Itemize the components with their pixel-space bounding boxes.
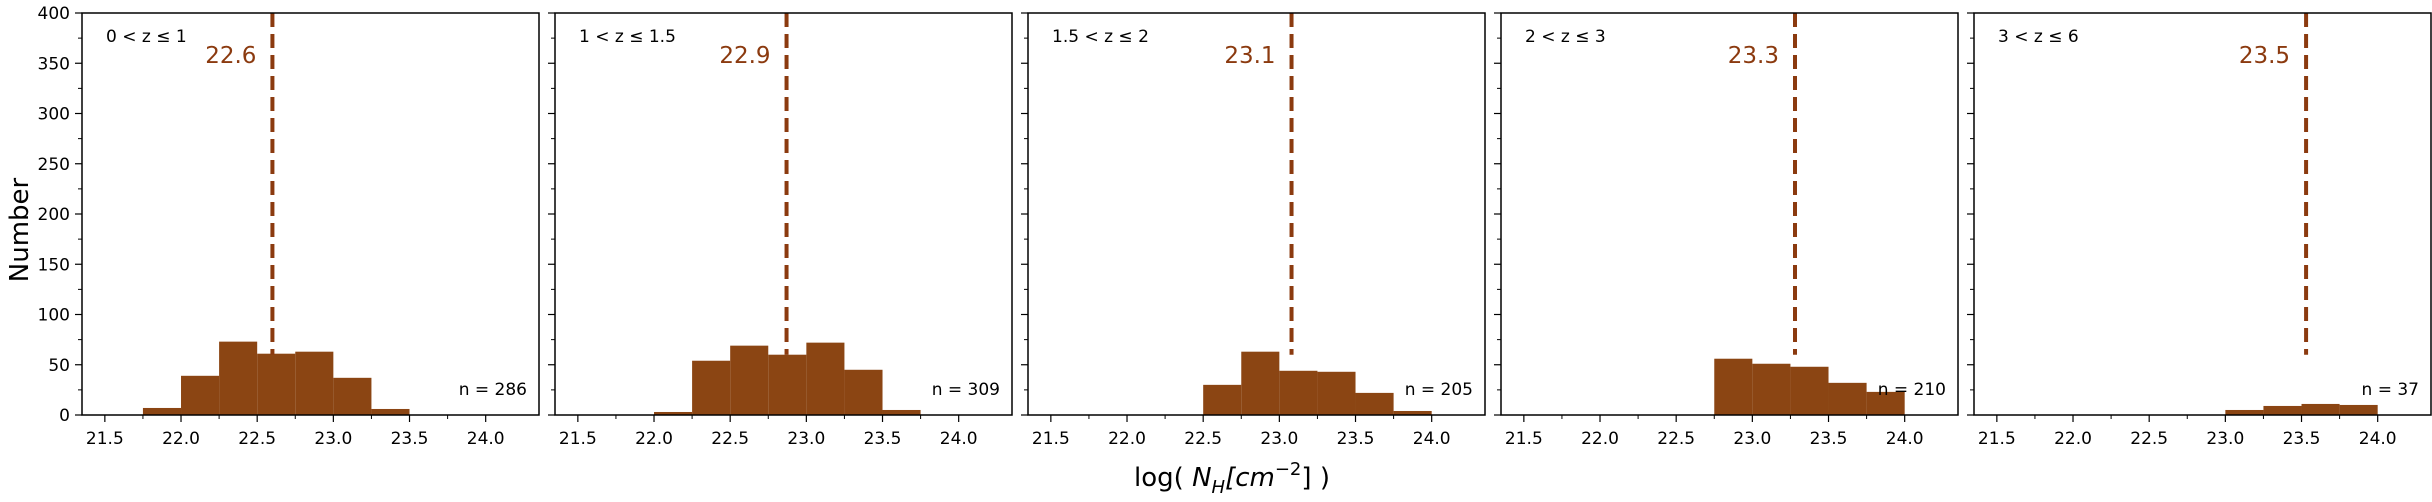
sample-size-label: n = 210 xyxy=(1878,380,1946,400)
x-tick-label: 24.0 xyxy=(2359,429,2397,449)
x-tick-label: 22.0 xyxy=(162,429,200,449)
histogram-bar xyxy=(1241,351,1280,415)
histogram-bar xyxy=(1279,370,1318,415)
x-tick-label: 24.0 xyxy=(940,429,978,449)
histogram-bar xyxy=(295,351,334,415)
histogram-bar xyxy=(654,411,693,415)
histogram-bar xyxy=(2263,405,2302,415)
redshift-range-label: 0 < z ≤ 1 xyxy=(106,27,187,47)
histogram-bar xyxy=(768,354,807,415)
histogram-bar xyxy=(1828,382,1867,415)
histogram-bar xyxy=(2225,409,2264,415)
y-tick-label: 300 xyxy=(38,105,70,125)
x-tick-label: 23.0 xyxy=(787,429,825,449)
histogram-panel-1: 21.5 22.0 22.5 23.0 23.5 24.0 0 50 100 150 200 250 3… xyxy=(38,4,540,449)
redshift-range-label: 3 < z ≤ 6 xyxy=(1998,27,2079,47)
histogram-bar xyxy=(844,369,883,415)
median-value-label: 23.1 xyxy=(1224,43,1275,69)
x-tick-label: 21.5 xyxy=(1505,429,1543,449)
x-tick-label: 22.5 xyxy=(1657,429,1695,449)
panel-frame xyxy=(1500,12,1959,416)
x-tick-label: 21.5 xyxy=(86,429,124,449)
x-tick-label: 23.5 xyxy=(1337,429,1375,449)
x-tick-label: 23.0 xyxy=(2206,429,2244,449)
sample-size-label: n = 309 xyxy=(932,380,1000,400)
histogram-bar xyxy=(2301,403,2340,415)
x-tick-label: 22.0 xyxy=(1108,429,1146,449)
histogram-bar xyxy=(219,341,258,415)
histogram-bar xyxy=(142,407,182,415)
x-tick-label: 22.5 xyxy=(1184,429,1222,449)
histogram-panel-5: 21.5 22.0 22.5 23.0 23.5 24.0 3 < z ≤ 6 23.5 n =… xyxy=(1967,12,2432,449)
x-tick-label: 22.5 xyxy=(2130,429,2168,449)
histogram-bar xyxy=(333,377,372,415)
y-tick-label: 50 xyxy=(48,356,70,376)
x-tick-label: 21.5 xyxy=(559,429,597,449)
histogram-bar xyxy=(1393,410,1432,415)
histogram-bar xyxy=(882,409,921,415)
histogram-bar xyxy=(1714,358,1753,415)
x-tick-label: 22.0 xyxy=(2054,429,2092,449)
x-tick-label: 24.0 xyxy=(1886,429,1924,449)
y-tick-label: 200 xyxy=(38,205,70,225)
histogram-bar xyxy=(1752,363,1791,415)
x-tick-label: 22.5 xyxy=(238,429,276,449)
x-tick-label: 23.5 xyxy=(391,429,429,449)
histogram-bar xyxy=(181,375,220,415)
sample-size-label: n = 286 xyxy=(459,380,527,400)
x-tick-label: 23.0 xyxy=(1733,429,1771,449)
y-tick-label: 100 xyxy=(38,306,70,326)
x-tick-label: 21.5 xyxy=(1032,429,1070,449)
histogram-panel-3: 21.5 22.0 22.5 23.0 23.5 24.0 1.5 < z ≤ 2 23.1 n… xyxy=(1021,12,1486,449)
sample-size-label: n = 205 xyxy=(1405,380,1473,400)
sample-size-label: n = 37 xyxy=(2362,380,2419,400)
y-tick-label: 400 xyxy=(38,4,70,24)
histogram-bar xyxy=(371,408,410,415)
x-tick-label: 24.0 xyxy=(467,429,505,449)
histogram-bar xyxy=(1317,371,1356,415)
histogram-bar xyxy=(806,342,845,415)
histogram-bar xyxy=(2339,404,2378,415)
y-tick-label: 250 xyxy=(38,155,70,175)
x-tick-label: 23.5 xyxy=(864,429,902,449)
x-tick-label: 23.0 xyxy=(314,429,352,449)
x-tick-label: 22.0 xyxy=(635,429,673,449)
median-value-label: 22.6 xyxy=(205,43,256,69)
histogram-bar xyxy=(1203,384,1242,415)
median-value-label: 23.3 xyxy=(1728,43,1779,69)
x-axis-label: log( NH[cm−2] ) xyxy=(1134,459,1330,498)
x-tick-label: 22.0 xyxy=(1581,429,1619,449)
y-tick-label: 350 xyxy=(38,54,70,74)
x-tick-label: 23.5 xyxy=(2283,429,2321,449)
redshift-range-label: 2 < z ≤ 3 xyxy=(1525,27,1606,47)
median-value-label: 23.5 xyxy=(2239,43,2290,69)
y-tick-label: 150 xyxy=(38,255,70,275)
x-tick-label: 24.0 xyxy=(1413,429,1451,449)
y-axis-label: Number xyxy=(5,177,35,282)
x-tick-label: 23.0 xyxy=(1260,429,1298,449)
histogram-bar xyxy=(257,353,296,415)
histogram-bar xyxy=(1790,366,1829,415)
histogram-bar xyxy=(1355,392,1394,415)
panel-frame xyxy=(1973,12,2432,416)
redshift-range-label: 1.5 < z ≤ 2 xyxy=(1052,27,1149,47)
histogram-panel-2: 21.5 22.0 22.5 23.0 23.5 24.0 1 < z ≤ 1.5 22.9 n… xyxy=(548,12,1013,449)
y-tick-label: 0 xyxy=(59,406,70,426)
histogram-panel-4: 21.5 22.0 22.5 23.0 23.5 24.0 2 < z ≤ 3 23.3 n =… xyxy=(1494,12,1959,449)
histogram-bar xyxy=(730,345,769,415)
median-value-label: 22.9 xyxy=(719,43,770,69)
redshift-range-label: 1 < z ≤ 1.5 xyxy=(579,27,676,47)
x-tick-label: 21.5 xyxy=(1978,429,2016,449)
x-tick-label: 23.5 xyxy=(1810,429,1848,449)
histogram-bar xyxy=(692,360,731,415)
x-tick-label: 22.5 xyxy=(711,429,749,449)
histogram-bar xyxy=(1866,391,1905,415)
